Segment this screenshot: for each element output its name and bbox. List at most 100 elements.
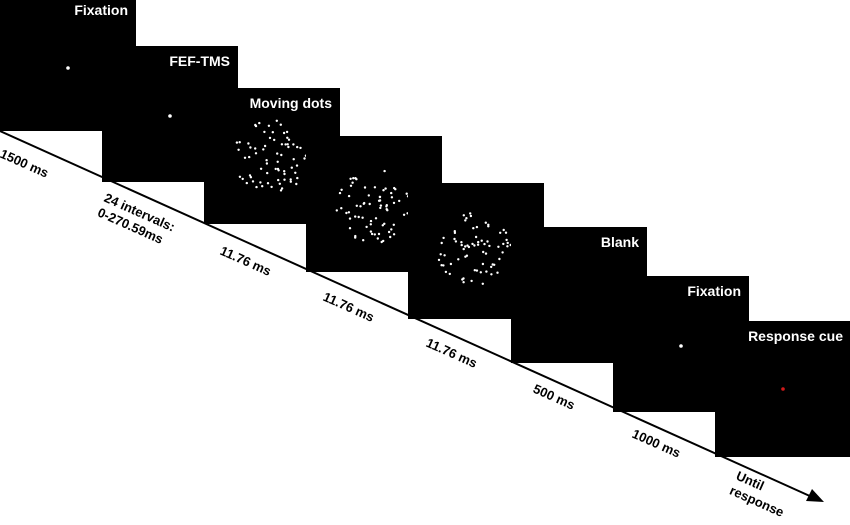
- stimulus-dot: [279, 123, 282, 126]
- stimulus-dot: [354, 215, 357, 218]
- stimulus-dot: [453, 230, 456, 233]
- stimulus-dot: [390, 196, 394, 199]
- stimulus-dot: [472, 227, 475, 230]
- stimulus-dot: [261, 185, 264, 188]
- stimulus-dot: [347, 194, 351, 198]
- stimulus-dot: [383, 169, 386, 173]
- stimulus-dot: [355, 204, 358, 207]
- stimulus-dot: [464, 219, 467, 222]
- stimulus-dot: [248, 174, 252, 177]
- stimulus-dot: [465, 217, 468, 220]
- random-dot-field: [335, 169, 410, 244]
- stimulus-dot: [266, 171, 269, 175]
- stimulus-dot: [443, 254, 446, 257]
- stimulus-dot: [504, 231, 508, 234]
- random-dot-field: [437, 212, 512, 285]
- stimulus-dot: [499, 231, 502, 234]
- stimulus-dot: [362, 202, 365, 205]
- stimulus-dot: [241, 177, 244, 181]
- stimulus-dot: [490, 273, 493, 276]
- stimulus-dot: [461, 278, 464, 281]
- stimulus-dot: [283, 178, 286, 181]
- stimulus-dot: [277, 169, 280, 172]
- stimulus-dot: [349, 184, 353, 187]
- stimulus-dot: [381, 224, 384, 227]
- stimulus-dot: [279, 189, 283, 192]
- stimulus-dot: [462, 247, 465, 251]
- stimulus-dot: [506, 241, 509, 245]
- stimulus-dot: [369, 219, 373, 223]
- stimulus-dot: [440, 241, 443, 245]
- stimulus-dot: [370, 232, 374, 236]
- stimulus-dot: [482, 250, 485, 254]
- fixation-dot: [168, 114, 172, 118]
- stimulus-dot: [340, 188, 343, 191]
- stimulus-dot: [280, 187, 284, 190]
- stimulus-dot: [340, 207, 343, 210]
- stimulus-dot: [251, 180, 255, 183]
- timeline-line: [0, 130, 813, 498]
- stimulus-dot: [488, 244, 491, 248]
- stimulus-dot: [335, 209, 338, 212]
- stimulus-dot: [265, 159, 268, 162]
- stimulus-dot: [290, 166, 293, 169]
- stimulus-dot: [345, 211, 348, 215]
- stimulus-dot: [254, 147, 257, 150]
- stimulus-dot: [263, 130, 266, 134]
- stimulus-dot: [287, 138, 291, 141]
- frame-label-fixation: Fixation: [74, 2, 128, 18]
- stimulus-dot: [453, 237, 456, 241]
- stimulus-dot: [497, 245, 500, 248]
- stimulus-dot: [349, 177, 352, 180]
- stimulus-dot: [235, 141, 239, 144]
- stimulus-dot: [462, 214, 465, 217]
- stimulus-dot: [390, 191, 393, 195]
- stimulus-dot: [475, 225, 479, 229]
- stimulus-dot: [338, 191, 342, 195]
- stimulus-dot: [275, 119, 278, 122]
- stimulus-dot: [382, 239, 385, 243]
- stimulus-dot: [506, 245, 509, 248]
- stimulus-dot: [385, 205, 388, 208]
- frame-label-response-cue: Response cue: [748, 328, 843, 344]
- stimulus-dot: [378, 199, 382, 202]
- stimulus-dot: [295, 164, 299, 167]
- stimulus-dot: [505, 238, 508, 242]
- stimulus-dot: [469, 214, 473, 218]
- stimulus-dot: [280, 143, 284, 146]
- frame-response-cue: Response cue: [715, 321, 850, 457]
- stimulus-dot: [286, 143, 289, 146]
- stimulus-dot: [267, 124, 271, 127]
- stimulus-dot: [477, 240, 480, 244]
- stimulus-dot: [498, 257, 501, 261]
- frame-label-fixation-2: Fixation: [687, 283, 741, 299]
- stimulus-dot: [480, 239, 483, 242]
- stimulus-dot: [387, 230, 391, 234]
- stimulus-dot: [501, 251, 504, 254]
- stimulus-dot: [469, 212, 472, 215]
- frame-label-moving-dots: Moving dots: [249, 95, 332, 111]
- stimulus-dot: [276, 160, 279, 163]
- stimulus-dot: [254, 152, 258, 155]
- stimulus-dot: [348, 227, 352, 230]
- stimulus-dot: [479, 271, 482, 274]
- stimulus-dot: [270, 185, 273, 189]
- stimulus-dot: [266, 182, 270, 185]
- stimulus-dot: [347, 211, 351, 214]
- stimulus-dot: [389, 235, 392, 239]
- stimulus-dot: [238, 175, 242, 178]
- stimulus-dot: [292, 158, 295, 161]
- stimulus-dot: [354, 236, 357, 239]
- stimulus-dot: [392, 201, 396, 205]
- stimulus-dot: [294, 171, 297, 174]
- stimulus-dot: [392, 233, 396, 236]
- stimulus-dot: [374, 217, 378, 220]
- stimulus-dot: [384, 187, 387, 190]
- stimulus-dot: [265, 162, 269, 165]
- stimulus-dot: [254, 123, 257, 127]
- stimulus-dot: [390, 228, 393, 231]
- fixation-dot: [679, 344, 683, 348]
- fixation-dot: [66, 66, 70, 70]
- stimulus-dot: [473, 269, 476, 272]
